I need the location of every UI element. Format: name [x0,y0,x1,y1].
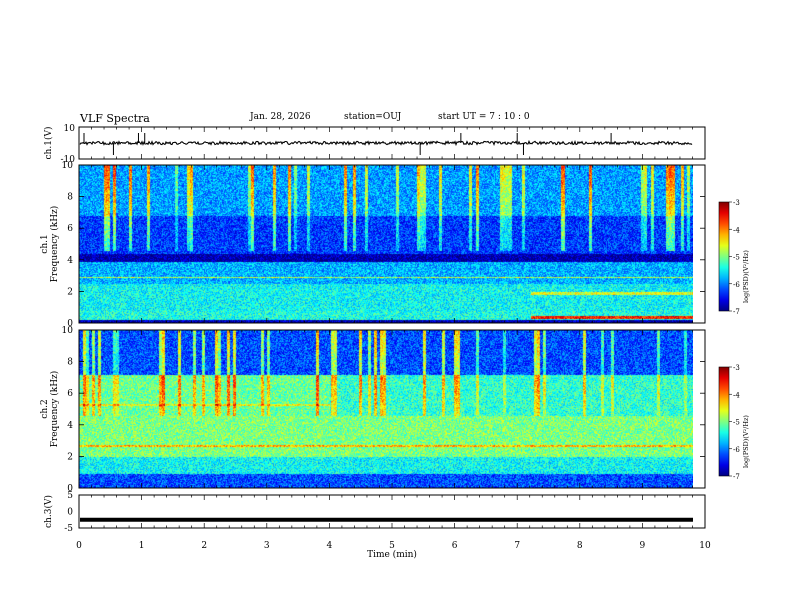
chart-title: VLF Spectra [80,112,150,125]
ch1-colorbar-tick: -4 [733,226,740,234]
ch2-colorbar-label: log(PSD)(V²/Hz) [742,415,750,468]
start-ut-label: start UT = 7 : 10 : 0 [438,112,530,122]
time-xlabel: Time (min) [367,549,417,560]
xtick-label: 6 [452,541,458,551]
ch1-waveform-ylabel: ch.1(V) [43,127,54,160]
xtick-label: 4 [327,541,333,551]
ch1-channel-label: ch.1 [40,234,50,253]
xtick-label: 5 [389,541,395,551]
ch3-ytick-label: 5 [67,491,73,501]
station-label: station=OUJ [344,112,402,122]
ch3-ytick-label: 0 [67,508,73,518]
ch2-ytick-label: 2 [67,452,73,462]
ch2-channel-label: ch.2 [40,399,50,418]
xtick-label: 3 [264,541,270,551]
ch1-colorbar-tick: -3 [733,199,740,207]
ch2-colorbar-tick: -3 [733,364,740,372]
xtick-label: 7 [514,541,520,551]
ch1-colorbar-label: log(PSD)(V²/Hz) [742,250,750,303]
ch1-ytick-label: 8 [67,193,73,203]
ch1-ytick-label: 10 [64,124,76,134]
xtick-label: 1 [139,541,145,551]
ch1-colorbar [718,201,730,312]
ch1-ytick-label: 2 [67,287,73,297]
ch1-colorbar-tick: -7 [733,308,740,316]
ch2-colorbar-tick: -4 [733,391,740,399]
ch2-colorbar-tick: -5 [733,419,740,427]
ch3-waveform-ylabel: ch.3(V) [43,495,54,528]
ch1-frequency-ylabel: Frequency (kHz) [49,206,60,283]
xtick-label: 9 [640,541,646,551]
xtick-label: 8 [577,541,583,551]
ch1-ytick-label: 6 [67,224,73,234]
ch3-ytick-label: -5 [64,524,73,534]
spectrogram-image-ch2 [79,330,693,488]
ch1-colorbar-tick: -5 [733,254,740,262]
ch2-frequency-ylabel: Frequency (kHz) [49,371,60,448]
ch2-ytick-label: 10 [62,326,74,336]
ch2-colorbar-tick: -7 [733,473,740,481]
spectrogram-image-ch1 [79,165,693,323]
ch2-colorbar-tick: -6 [733,446,740,454]
ch2-ytick-label: 6 [67,389,73,399]
ch1-ytick-label: -10 [61,155,76,165]
ch1-waveform-trace [79,139,693,147]
ch2-colorbar [718,366,730,477]
ch1-ytick-label: 0 [67,319,73,329]
xtick-label: 10 [699,541,711,551]
ch1-ytick-label: 4 [67,256,73,266]
xtick-label: 0 [76,541,82,551]
date-label: Jan. 28, 2026 [250,112,311,122]
ch2-ytick-label: 8 [67,358,73,368]
ch1-ytick-label: 10 [62,161,74,171]
ch2-ytick-label: 0 [67,484,73,494]
ch1-colorbar-tick: -6 [733,281,740,289]
xtick-label: 2 [201,541,207,551]
ch2-ytick-label: 4 [67,421,73,431]
